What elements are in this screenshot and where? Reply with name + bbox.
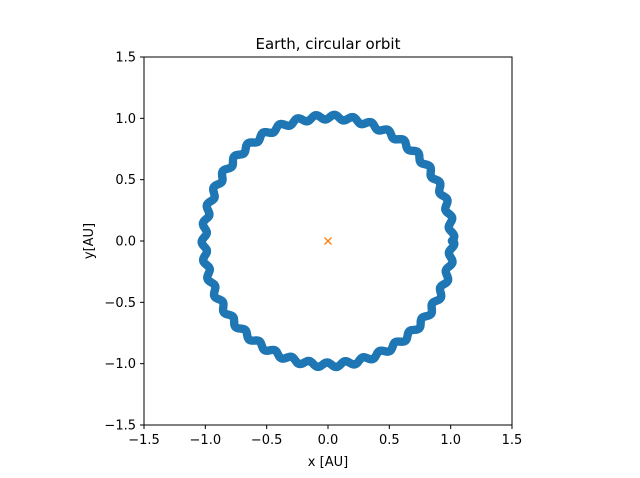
orbit-point [449, 237, 459, 247]
y-tick-label: 1.5 [115, 51, 136, 66]
x-axis-label: x [AU] [308, 455, 348, 470]
y-tick-label: −0.5 [104, 296, 136, 311]
x-tick-label: 1.0 [440, 433, 461, 448]
y-tick-label: −1.0 [104, 357, 136, 372]
chart-title: Earth, circular orbit [256, 35, 401, 53]
x-tick-label: −1.5 [128, 433, 160, 448]
orbit-series [197, 110, 459, 372]
plot-marks [197, 110, 459, 372]
sun-marker-stroke [324, 237, 332, 245]
y-tick-label: 0.0 [115, 235, 136, 250]
y-axis: −1.5 −1.0 −0.5 0.0 0.5 1.0 1.5 [104, 51, 144, 434]
y-axis-label: y[AU] [82, 223, 97, 259]
x-axis: −1.5 −1.0 −0.5 0.0 0.5 1.0 1.5 [128, 425, 522, 448]
x-tick-label: 1.5 [502, 433, 523, 448]
y-tick-label: −1.5 [104, 419, 136, 434]
x-tick-label: 0.0 [318, 433, 339, 448]
sun-marker [324, 237, 332, 245]
x-tick-label: 0.5 [379, 433, 400, 448]
x-tick-label: −1.0 [190, 433, 222, 448]
y-tick-label: 0.5 [115, 173, 136, 188]
x-tick-label: −0.5 [251, 433, 283, 448]
y-tick-label: 1.0 [115, 112, 136, 127]
